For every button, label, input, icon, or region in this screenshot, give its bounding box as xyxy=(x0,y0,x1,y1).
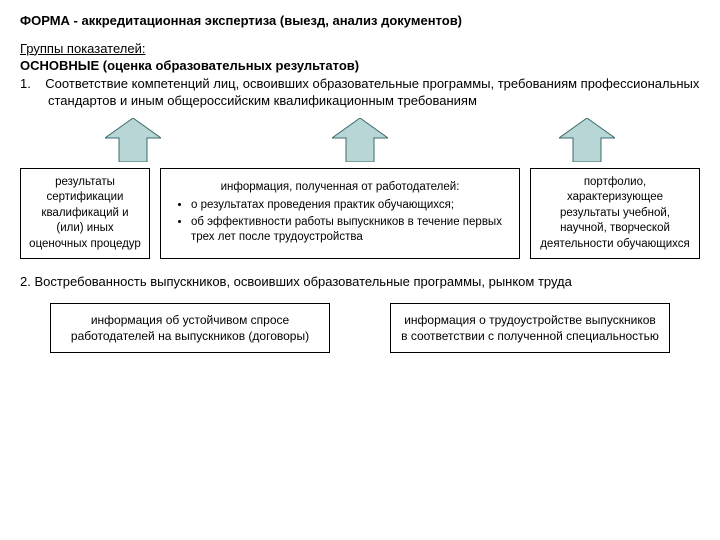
up-arrow-icon xyxy=(559,118,615,162)
row1-box-mid: информация, полученная от работодателей:… xyxy=(160,168,520,260)
point-1-number: 1. xyxy=(20,76,31,91)
groups-label: Группы показателей: xyxy=(20,40,700,58)
row1-mid-item: о результатах проведения практик обучающ… xyxy=(191,198,511,214)
row1-mid-item: об эффективности работы выпускников в те… xyxy=(191,215,511,246)
arrow-1 xyxy=(20,118,247,162)
row1-box-right: портфолио, характеризующее результаты уч… xyxy=(530,168,700,260)
row2-boxes: информация об устойчивом спросе работода… xyxy=(20,303,700,353)
page-title: ФОРМА - аккредитационная экспертиза (вые… xyxy=(20,12,700,30)
row1-mid-list: о результатах проведения практик обучающ… xyxy=(169,198,511,247)
point-1: 1. Соответствие компетенций лиц, освоивш… xyxy=(20,75,700,110)
row2-box-right: информация о трудоустройстве выпускников… xyxy=(390,303,670,353)
arrows-row xyxy=(20,118,700,162)
up-arrow-icon xyxy=(332,118,388,162)
arrow-2 xyxy=(247,118,474,162)
row1-box-left: результаты сертификации квалификаций и (… xyxy=(20,168,150,260)
up-arrow-icon xyxy=(105,118,161,162)
row1-mid-head: информация, полученная от работодателей: xyxy=(169,180,511,196)
point-2: 2. Востребованность выпускников, освоивш… xyxy=(20,273,700,291)
main-label: ОСНОВНЫЕ (оценка образовательных результ… xyxy=(20,57,700,75)
row1-boxes: результаты сертификации квалификаций и (… xyxy=(20,168,700,260)
arrow-3 xyxy=(473,118,700,162)
row2-box-left: информация об устойчивом спросе работода… xyxy=(50,303,330,353)
point-1-text: Соответствие компетенций лиц, освоивших … xyxy=(45,76,699,109)
